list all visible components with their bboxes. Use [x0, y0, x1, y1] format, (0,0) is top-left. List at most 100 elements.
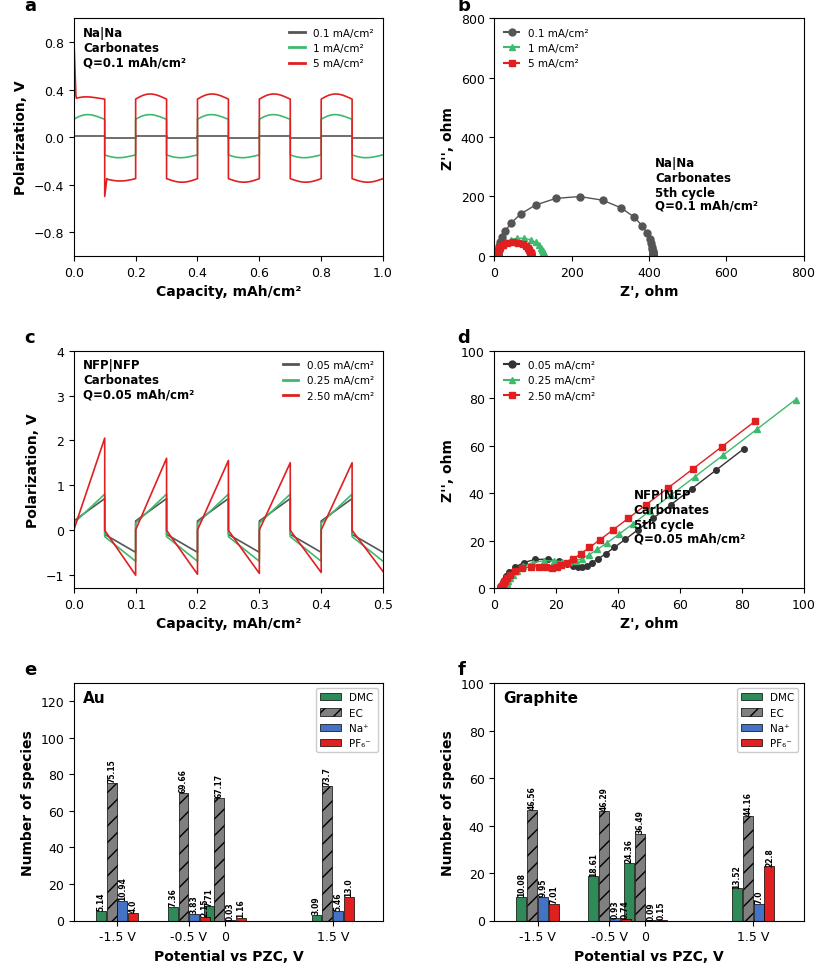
Text: Q=0.05 mAh/cm²: Q=0.05 mAh/cm² — [633, 532, 744, 545]
0.1 mA/cm² — [493, 251, 503, 263]
Bar — [527, 810, 536, 921]
Line: 0.1 mA/cm²: 0.1 mA/cm² — [494, 194, 655, 260]
2.50 mA/cm² — [495, 582, 505, 594]
0.25 mA/cm² — [498, 582, 508, 594]
0.05 mA/cm² — [518, 557, 528, 569]
2.50 mA/cm² — [525, 561, 535, 573]
Text: 5.14: 5.14 — [96, 891, 105, 910]
1 mA/cm² — [378, 150, 387, 162]
Bar — [200, 917, 210, 921]
2.50 mA/cm² — [541, 562, 550, 574]
0.25 mA/cm² — [665, 490, 675, 502]
0.25 mA/cm² — [577, 553, 586, 565]
5 mA/cm² — [69, 31, 79, 43]
0.25 mA/cm² — [130, 556, 140, 568]
Text: c: c — [25, 328, 35, 347]
5 mA/cm² — [100, 192, 110, 203]
2.50 mA/cm² — [749, 416, 759, 427]
2.50 mA/cm² — [304, 550, 314, 562]
0.05 mA/cm² — [69, 516, 79, 527]
Bar — [516, 896, 526, 921]
2.50 mA/cm² — [505, 570, 514, 581]
0.1 mA/cm² — [550, 194, 560, 205]
0.25 mA/cm² — [507, 570, 517, 581]
Bar — [343, 897, 354, 921]
1 mA/cm² — [538, 249, 548, 261]
Text: Graphite: Graphite — [503, 691, 578, 705]
0.25 mA/cm² — [499, 582, 509, 594]
0.25 mA/cm² — [498, 582, 508, 594]
0.1 mA/cm² — [218, 131, 228, 142]
Text: 13.52: 13.52 — [731, 864, 740, 888]
Text: 7.01: 7.01 — [549, 885, 558, 903]
Y-axis label: Polarization, V: Polarization, V — [26, 413, 40, 527]
0.05 mA/cm² — [495, 582, 505, 594]
1 mA/cm² — [505, 234, 515, 246]
0.25 mA/cm² — [500, 580, 510, 592]
0.25 mA/cm² — [563, 556, 573, 568]
1 mA/cm² — [83, 109, 93, 121]
0.25 mA/cm² — [527, 557, 537, 569]
Text: Au: Au — [83, 691, 106, 705]
Text: a: a — [25, 0, 36, 15]
2.50 mA/cm² — [69, 524, 79, 536]
Bar — [117, 900, 127, 921]
Bar — [322, 786, 332, 921]
0.05 mA/cm² — [495, 581, 505, 593]
2.50 mA/cm² — [495, 582, 505, 594]
2.50 mA/cm² — [607, 524, 617, 536]
Line: 1 mA/cm²: 1 mA/cm² — [494, 236, 546, 260]
0.25 mA/cm² — [499, 582, 509, 594]
0.25 mA/cm² — [511, 565, 521, 577]
2.50 mA/cm² — [561, 557, 571, 569]
0.25 mA/cm² — [69, 517, 79, 529]
0.05 mA/cm² — [495, 582, 505, 594]
0.05 mA/cm² — [495, 582, 505, 594]
0.05 mA/cm² — [495, 582, 505, 594]
Line: 0.05 mA/cm²: 0.05 mA/cm² — [497, 447, 745, 591]
2.50 mA/cm² — [130, 570, 140, 581]
0.05 mA/cm² — [495, 582, 505, 594]
0.25 mA/cm² — [501, 578, 511, 590]
Text: 4.0: 4.0 — [129, 899, 138, 913]
0.05 mA/cm² — [495, 582, 505, 594]
0.1 mA/cm² — [493, 250, 503, 262]
Text: 7.71: 7.71 — [204, 887, 213, 906]
Text: 13.0: 13.0 — [344, 877, 353, 896]
Text: 69.66: 69.66 — [179, 768, 188, 793]
Text: 9.95: 9.95 — [538, 878, 547, 896]
5 mA/cm² — [209, 89, 219, 101]
Legend: DMC, EC, Na⁺, PF₆⁻: DMC, EC, Na⁺, PF₆⁻ — [735, 689, 798, 753]
0.05 mA/cm² — [378, 547, 387, 558]
0.05 mA/cm² — [581, 560, 590, 572]
Legend: 0.1 mA/cm², 1 mA/cm², 5 mA/cm²: 0.1 mA/cm², 1 mA/cm², 5 mA/cm² — [499, 24, 591, 74]
2.50 mA/cm² — [622, 514, 632, 525]
0.05 mA/cm² — [88, 502, 97, 514]
0.05 mA/cm² — [495, 582, 505, 594]
0.05 mA/cm² — [632, 524, 642, 536]
0.25 mA/cm² — [266, 507, 276, 518]
0.05 mA/cm² — [495, 582, 505, 594]
1 mA/cm² — [518, 234, 528, 245]
2.50 mA/cm² — [495, 582, 505, 594]
2.50 mA/cm² — [517, 563, 527, 575]
2.50 mA/cm² — [495, 582, 505, 594]
5 mA/cm² — [517, 239, 527, 251]
2.50 mA/cm² — [497, 579, 507, 591]
0.05 mA/cm² — [568, 561, 577, 573]
0.25 mA/cm² — [613, 529, 623, 541]
Bar — [189, 914, 199, 921]
0.25 mA/cm² — [257, 516, 267, 527]
0.25 mA/cm² — [500, 581, 509, 593]
Text: 75.15: 75.15 — [107, 759, 116, 783]
Y-axis label: Polarization, V: Polarization, V — [14, 80, 28, 195]
Line: 2.50 mA/cm²: 2.50 mA/cm² — [74, 439, 382, 576]
Bar — [609, 919, 619, 921]
Text: 0.74: 0.74 — [620, 899, 629, 918]
0.25 mA/cm² — [498, 582, 508, 594]
0.25 mA/cm² — [583, 549, 593, 561]
2.50 mA/cm² — [496, 581, 506, 593]
0.25 mA/cm² — [499, 582, 509, 594]
0.05 mA/cm² — [249, 544, 259, 555]
Bar — [333, 911, 342, 921]
